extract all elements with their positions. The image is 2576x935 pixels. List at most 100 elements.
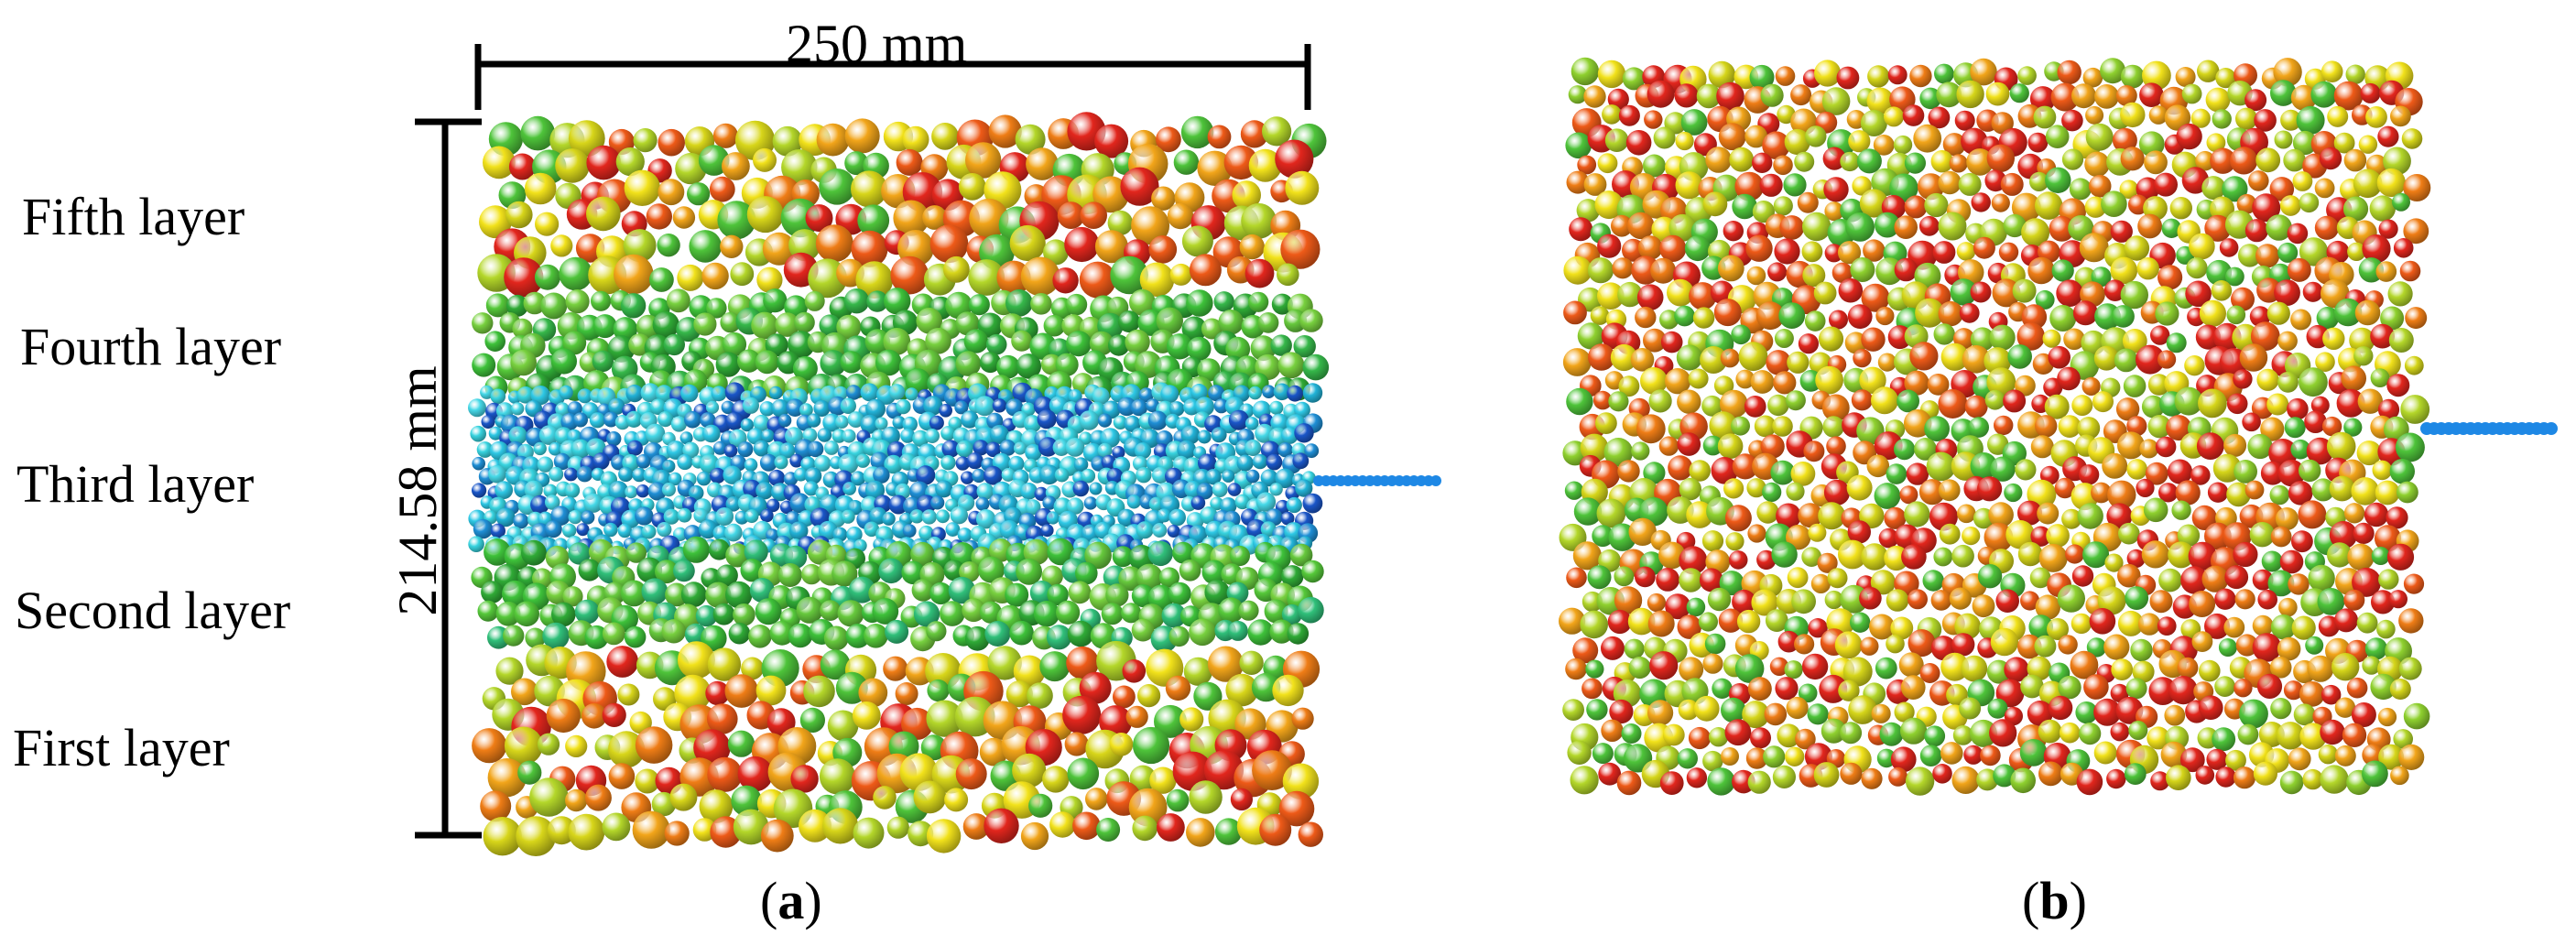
particle bbox=[1745, 234, 1773, 262]
particle bbox=[2304, 410, 2327, 434]
particle bbox=[1756, 549, 1777, 571]
particle bbox=[514, 601, 539, 627]
particle bbox=[1562, 348, 1592, 376]
particle bbox=[1587, 257, 1614, 284]
particle bbox=[749, 578, 775, 603]
particle bbox=[1602, 104, 1622, 125]
particle bbox=[755, 350, 779, 375]
particle bbox=[625, 385, 644, 403]
particle bbox=[1938, 300, 1963, 327]
particle bbox=[2401, 128, 2423, 149]
particle bbox=[1746, 266, 1766, 286]
particle bbox=[1930, 150, 1953, 173]
particle bbox=[2136, 344, 2165, 375]
particle bbox=[1223, 145, 1259, 180]
particle bbox=[2320, 719, 2345, 745]
particle bbox=[2343, 148, 2367, 172]
particle bbox=[872, 598, 899, 625]
particle bbox=[2403, 573, 2425, 594]
particle bbox=[1723, 221, 1745, 242]
particle bbox=[1072, 480, 1090, 497]
particle bbox=[788, 331, 815, 358]
particle bbox=[2252, 633, 2282, 662]
particle bbox=[1158, 567, 1179, 588]
particle bbox=[689, 230, 722, 263]
particle bbox=[1057, 201, 1085, 230]
particle bbox=[884, 454, 903, 474]
particle bbox=[1724, 719, 1752, 746]
particle bbox=[2141, 395, 2165, 419]
particle bbox=[1772, 765, 1796, 789]
particle bbox=[1137, 684, 1161, 708]
particle bbox=[636, 484, 650, 498]
particle bbox=[2403, 174, 2431, 201]
particle bbox=[1042, 495, 1057, 510]
particle bbox=[508, 426, 527, 445]
particle bbox=[804, 467, 822, 484]
particle bbox=[645, 423, 666, 444]
particle bbox=[705, 680, 730, 706]
particle bbox=[979, 352, 1001, 374]
particle bbox=[1808, 523, 1827, 542]
particle bbox=[1131, 206, 1170, 245]
particle bbox=[2291, 530, 2313, 553]
particle bbox=[788, 623, 813, 648]
particle bbox=[1938, 170, 1962, 195]
particle bbox=[901, 707, 933, 740]
layer-label-fourth: Fourth layer bbox=[20, 317, 282, 376]
particle bbox=[2093, 741, 2117, 765]
particle bbox=[1179, 707, 1204, 732]
particle bbox=[589, 412, 606, 429]
particle bbox=[1227, 620, 1248, 641]
particle bbox=[1262, 116, 1292, 147]
particle bbox=[712, 525, 729, 541]
particle bbox=[1245, 440, 1262, 456]
particle bbox=[733, 603, 755, 626]
particle bbox=[2242, 412, 2261, 432]
particle bbox=[715, 507, 734, 526]
particle bbox=[1686, 501, 1713, 528]
particle bbox=[608, 397, 625, 415]
particle bbox=[1011, 330, 1033, 352]
particle bbox=[1568, 85, 1587, 104]
particle bbox=[1009, 620, 1034, 646]
particle bbox=[1942, 133, 1966, 157]
particle bbox=[1298, 821, 1324, 847]
particle bbox=[705, 400, 720, 414]
particle bbox=[1938, 479, 1961, 502]
particle bbox=[2042, 329, 2061, 348]
particle bbox=[1930, 590, 1952, 611]
particle bbox=[1025, 443, 1042, 462]
particle bbox=[2249, 522, 2276, 548]
particle bbox=[1905, 766, 1935, 796]
particle bbox=[1563, 300, 1587, 325]
particle bbox=[1112, 546, 1134, 568]
particle bbox=[693, 312, 717, 336]
particle bbox=[2076, 768, 2103, 796]
particle bbox=[2106, 768, 2126, 789]
particle bbox=[1005, 680, 1033, 708]
particle bbox=[1106, 468, 1124, 484]
particle bbox=[1712, 678, 1733, 699]
particle bbox=[1801, 547, 1822, 567]
particle bbox=[1302, 383, 1323, 403]
particle bbox=[1956, 242, 1976, 261]
particle bbox=[2329, 475, 2355, 502]
particle bbox=[930, 495, 945, 510]
particle bbox=[1218, 597, 1245, 624]
particle bbox=[2235, 107, 2258, 130]
particle bbox=[711, 386, 727, 402]
particle bbox=[2003, 213, 2027, 238]
particle bbox=[2269, 484, 2290, 506]
particle bbox=[2314, 215, 2339, 240]
particle bbox=[2171, 500, 2191, 520]
particle bbox=[1798, 503, 1823, 528]
particle bbox=[1940, 652, 1970, 681]
particle bbox=[1148, 235, 1178, 264]
particle bbox=[2371, 590, 2396, 614]
particle bbox=[2012, 278, 2037, 303]
particle bbox=[2103, 279, 2126, 302]
particle bbox=[510, 349, 537, 376]
particle bbox=[1734, 654, 1765, 683]
particle bbox=[1707, 767, 1735, 796]
